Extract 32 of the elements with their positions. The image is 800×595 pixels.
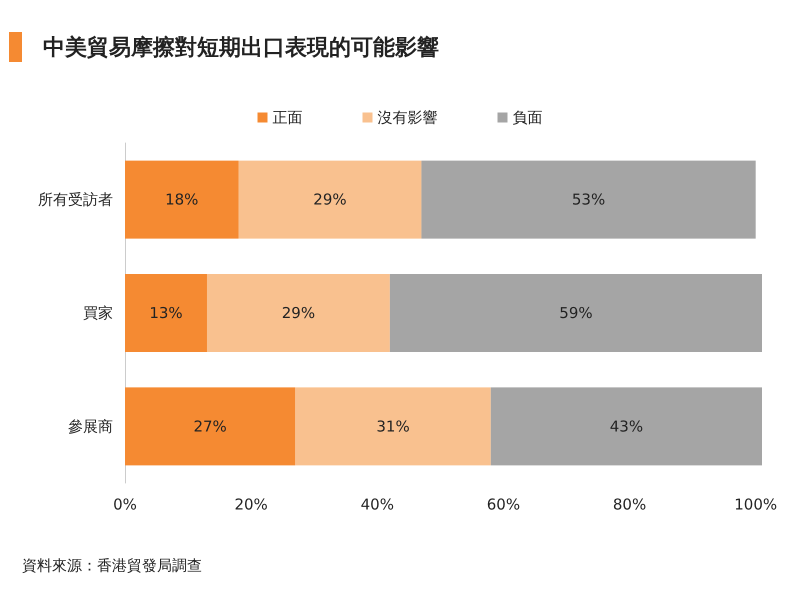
bar bbox=[125, 160, 239, 239]
bar bbox=[490, 387, 762, 466]
bar bbox=[206, 274, 390, 352]
legend-label: 負面 bbox=[512, 108, 542, 126]
x-tick-label: 100% bbox=[734, 496, 778, 514]
data-label: 13% bbox=[149, 304, 183, 322]
y-tick-label: 參展商 bbox=[68, 417, 113, 436]
source-note: 資料來源：香港貿發局調查 bbox=[22, 556, 202, 574]
x-tick-label: 0% bbox=[113, 496, 137, 514]
data-label: 31% bbox=[376, 417, 410, 436]
bar bbox=[295, 387, 491, 466]
x-tick-label: 40% bbox=[360, 496, 394, 514]
x-tick-label: 80% bbox=[612, 496, 646, 514]
data-label: 43% bbox=[610, 417, 644, 436]
legend-label: 沒有影響 bbox=[378, 108, 438, 126]
x-tick-label: 20% bbox=[234, 496, 268, 514]
bar bbox=[125, 387, 296, 466]
data-label: 29% bbox=[313, 190, 347, 209]
legend-label: 正面 bbox=[272, 108, 302, 126]
data-label: 53% bbox=[572, 190, 606, 209]
bar bbox=[421, 160, 756, 239]
data-label: 59% bbox=[559, 304, 593, 322]
data-label: 18% bbox=[165, 190, 198, 209]
x-tick-label: 60% bbox=[486, 496, 520, 514]
data-label: 29% bbox=[282, 304, 316, 322]
y-tick-label: 買家 bbox=[83, 304, 113, 322]
y-tick-label: 所有受訪者 bbox=[38, 190, 113, 209]
chart-title: 中美貿易摩擦對短期出口表現的可能影響 bbox=[43, 34, 439, 60]
bar bbox=[238, 160, 422, 239]
data-label: 27% bbox=[193, 417, 227, 436]
bar bbox=[390, 274, 762, 352]
bar bbox=[125, 274, 207, 352]
